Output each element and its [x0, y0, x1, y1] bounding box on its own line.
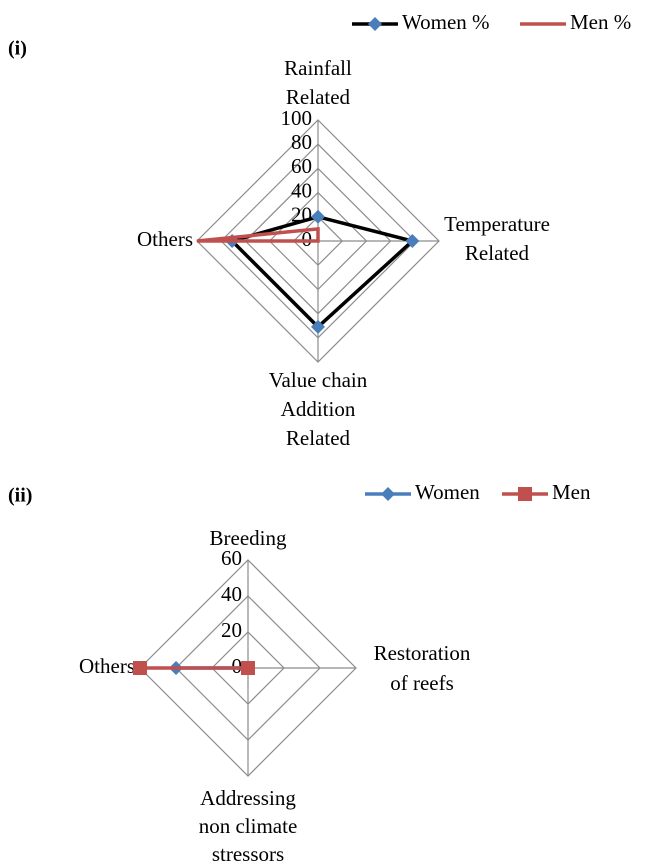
marker: [311, 319, 325, 334]
legend-label: Women: [415, 480, 480, 504]
tick-label: 0: [302, 227, 313, 251]
tick-label: 0: [232, 654, 243, 678]
tick-label: 60: [291, 154, 312, 178]
axis-label: Restoration: [374, 641, 471, 665]
marker: [133, 661, 147, 675]
axis-label: Related: [286, 426, 351, 450]
tick-label: 40: [291, 178, 312, 202]
marker: [311, 209, 325, 224]
axis-label: Temperature: [444, 212, 550, 236]
marker: [381, 487, 395, 501]
tick-label: 100: [281, 106, 313, 130]
axis-label: Value chain: [269, 368, 368, 392]
tick-label: 60: [221, 546, 242, 570]
panel-label: (ii): [8, 485, 32, 507]
axis-label: stressors: [212, 842, 284, 863]
axis-label: Breeding: [210, 526, 287, 550]
axis-label: Others: [137, 227, 193, 251]
marker: [241, 661, 255, 675]
axis-label: Addition: [281, 397, 356, 421]
axis-label: Others: [79, 654, 135, 678]
marker: [368, 17, 382, 31]
legend-label: Men %: [570, 10, 631, 34]
axis-label: Related: [286, 85, 351, 109]
axis-label: Related: [465, 241, 530, 265]
marker: [518, 487, 532, 501]
legend-label: Men: [552, 480, 591, 504]
panel-label: (i): [8, 38, 27, 60]
axis-label: of reefs: [390, 671, 454, 695]
axis-label: non climate: [199, 814, 298, 838]
marker: [405, 234, 420, 248]
tick-label: 40: [221, 582, 242, 606]
axis-label: Addressing: [200, 786, 296, 810]
legend-label: Women %: [402, 10, 490, 34]
axis-label: Rainfall: [284, 56, 352, 80]
tick-label: 20: [221, 618, 242, 642]
tick-label: 80: [291, 130, 312, 154]
series-line: [196, 226, 320, 243]
